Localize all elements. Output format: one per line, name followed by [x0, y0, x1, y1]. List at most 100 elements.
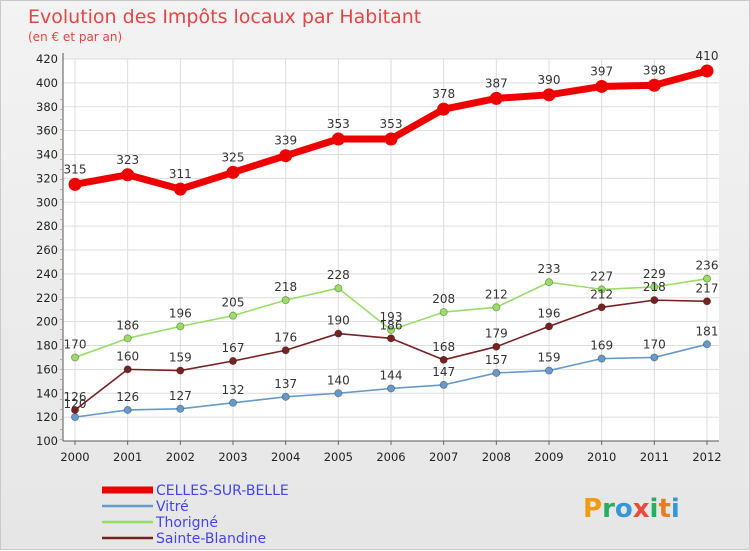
data-label: 193: [380, 310, 403, 324]
data-label: 208: [432, 292, 455, 306]
data-label: 186: [116, 318, 139, 332]
y-tick-label: 260: [36, 243, 58, 257]
x-tick-label: 2003: [218, 450, 247, 464]
data-label: 144: [380, 368, 403, 382]
data-point: [439, 308, 448, 317]
plot-area: 100 120 140 160 180 200 220 240 260 280 300 320 340 3…: [36, 49, 722, 464]
data-label: 132: [222, 383, 245, 397]
data-label: 126: [64, 390, 87, 404]
data-point: [228, 357, 237, 366]
data-point: [228, 398, 237, 407]
data-label: 168: [432, 340, 455, 354]
data-label: 218: [274, 280, 297, 294]
data-label: 390: [538, 73, 561, 87]
data-label: 353: [380, 117, 403, 131]
data-point: [121, 168, 135, 182]
data-point: [492, 303, 501, 312]
y-tick-label: 380: [36, 100, 58, 114]
y-tick-label: 100: [36, 434, 58, 448]
data-point: [228, 311, 237, 320]
data-point: [703, 297, 712, 306]
data-point: [71, 353, 80, 362]
data-point: [545, 278, 554, 287]
x-tick-label: 2012: [692, 450, 721, 464]
data-point: [597, 354, 606, 363]
data-point: [384, 132, 398, 146]
data-label: 218: [643, 280, 666, 294]
data-point: [542, 88, 556, 102]
data-label: 159: [169, 351, 192, 365]
data-point: [331, 132, 345, 146]
data-point: [123, 334, 132, 343]
data-label: 398: [643, 63, 666, 77]
data-label: 170: [643, 337, 666, 351]
chart-subtitle: (en € et par an): [28, 30, 122, 44]
data-label: 170: [64, 337, 87, 351]
data-label: 325: [222, 150, 245, 164]
legend: CELLES-SUR-BELLEVitréThorignéSainte-Blan…: [102, 483, 289, 547]
x-tick-label: 2001: [113, 450, 142, 464]
data-label: 212: [590, 287, 613, 301]
data-point: [71, 413, 80, 422]
data-point: [281, 392, 290, 401]
y-tick-label: 320: [36, 171, 58, 185]
data-point: [647, 78, 661, 92]
data-point: [597, 285, 606, 294]
y-tick-label: 180: [36, 339, 58, 353]
data-point: [334, 284, 343, 293]
data-label: 147: [432, 365, 455, 379]
x-tick-label: 2007: [429, 450, 458, 464]
data-label: 137: [274, 377, 297, 391]
data-point: [700, 64, 714, 78]
data-point: [176, 322, 185, 331]
data-point: [437, 102, 451, 116]
legend-label: Sainte-Blandine: [156, 531, 266, 547]
data-label: 181: [696, 324, 719, 338]
y-tick-label: 200: [36, 315, 58, 329]
data-label: 233: [538, 262, 561, 276]
data-label: 127: [169, 389, 192, 403]
data-point: [173, 182, 187, 196]
y-tick-label: 280: [36, 219, 58, 233]
y-tick-label: 300: [36, 195, 58, 209]
data-label: 229: [643, 267, 666, 281]
x-tick-label: 2008: [482, 450, 511, 464]
data-label: 167: [222, 341, 245, 355]
x-tick-label: 2009: [534, 450, 563, 464]
data-point: [123, 365, 132, 374]
data-label: 140: [327, 373, 350, 387]
data-point: [386, 325, 395, 334]
data-label: 186: [380, 318, 403, 332]
logo-letter: t: [658, 494, 670, 524]
x-tick-label: 2000: [60, 450, 89, 464]
data-point: [650, 296, 659, 305]
data-point: [703, 340, 712, 349]
data-label: 315: [64, 162, 87, 176]
data-point: [439, 355, 448, 364]
x-tick-label: 2010: [587, 450, 616, 464]
y-tick-label: 120: [36, 410, 58, 424]
x-tick-label: 2011: [640, 450, 669, 464]
data-point: [545, 366, 554, 375]
logo-letter: i: [650, 494, 659, 524]
x-tick-label: 2005: [324, 450, 353, 464]
data-label: 378: [432, 87, 455, 101]
data-point: [334, 389, 343, 398]
data-label: 387: [485, 76, 508, 90]
data-label: 236: [696, 259, 719, 273]
y-tick-label: 340: [36, 148, 58, 162]
data-label: 212: [485, 287, 508, 301]
chart-title: Evolution des Impôts locaux par Habitant: [28, 6, 421, 28]
data-label: 176: [274, 330, 297, 344]
data-point: [650, 283, 659, 292]
data-point: [492, 368, 501, 377]
data-label: 196: [538, 306, 561, 320]
data-point: [703, 274, 712, 283]
y-tick-label: 240: [36, 267, 58, 281]
legend-label: CELLES-SUR-BELLE: [156, 483, 289, 499]
data-point: [68, 177, 82, 191]
data-label: 227: [590, 269, 613, 283]
y-tick-label: 360: [36, 124, 58, 138]
